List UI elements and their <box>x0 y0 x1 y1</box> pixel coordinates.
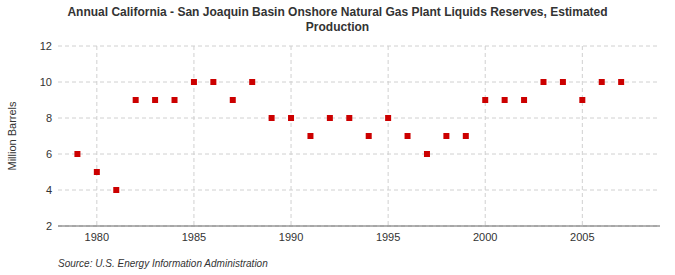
point <box>521 97 527 103</box>
title-line: Production <box>306 20 369 34</box>
y-grid-line <box>58 190 660 191</box>
y-grid-line <box>58 46 660 47</box>
grid <box>58 46 660 226</box>
point <box>618 79 624 85</box>
point <box>269 115 275 121</box>
point <box>152 97 158 103</box>
point <box>579 97 585 103</box>
point <box>249 79 255 85</box>
point <box>133 97 139 103</box>
y-grid-line <box>58 226 660 227</box>
point <box>482 97 488 103</box>
y-tick-label: 12 <box>40 40 52 52</box>
point <box>113 187 119 193</box>
point <box>385 115 391 121</box>
ticks: 2 4 6 8 10 12 1980 1985 1990 1995 2000 2005 <box>40 40 595 243</box>
x-grid-line <box>485 46 486 226</box>
x-tick-label: 2005 <box>570 231 594 243</box>
x-grid-line <box>582 46 583 226</box>
x-grid-line <box>388 46 389 226</box>
y-grid-line <box>58 82 660 83</box>
x-tick-label: 1995 <box>376 231 400 243</box>
point <box>443 133 449 139</box>
point <box>94 169 100 175</box>
x-tick-label: 1990 <box>279 231 303 243</box>
point <box>172 97 178 103</box>
x-tick-label: 1985 <box>182 231 206 243</box>
point <box>502 97 508 103</box>
y-tick-label: 6 <box>46 148 52 160</box>
y-tick-label: 4 <box>46 184 52 196</box>
y-grid-line <box>58 154 660 155</box>
point <box>288 115 294 121</box>
point <box>210 79 216 85</box>
x-tick-label: 2000 <box>473 231 497 243</box>
y-tick-label: 8 <box>46 112 52 124</box>
x-grid-line <box>291 46 292 226</box>
point <box>366 133 372 139</box>
x-axis-line <box>58 226 660 227</box>
point <box>346 115 352 121</box>
points <box>74 79 624 193</box>
x-tick-label: 1980 <box>85 231 109 243</box>
chart: Annual California - San Joaquin Basin On… <box>0 0 675 275</box>
x-grid-line <box>96 46 97 226</box>
y-tick-label: 2 <box>46 220 52 232</box>
source-note: Source: U.S. Energy Information Administ… <box>58 258 268 269</box>
y-tick-label: 10 <box>40 76 52 88</box>
point <box>599 79 605 85</box>
point <box>560 79 566 85</box>
point <box>405 133 411 139</box>
point <box>424 151 430 157</box>
title-line: Annual California - San Joaquin Basin On… <box>67 5 607 19</box>
point <box>74 151 80 157</box>
point <box>230 97 236 103</box>
point <box>191 79 197 85</box>
point <box>307 133 313 139</box>
point <box>327 115 333 121</box>
x-grid-line <box>193 46 194 226</box>
point <box>463 133 469 139</box>
point <box>540 79 546 85</box>
y-axis-label: Million Barrels <box>6 101 18 171</box>
title: Annual California - San Joaquin Basin On… <box>67 5 607 34</box>
y-grid-line <box>58 118 660 119</box>
